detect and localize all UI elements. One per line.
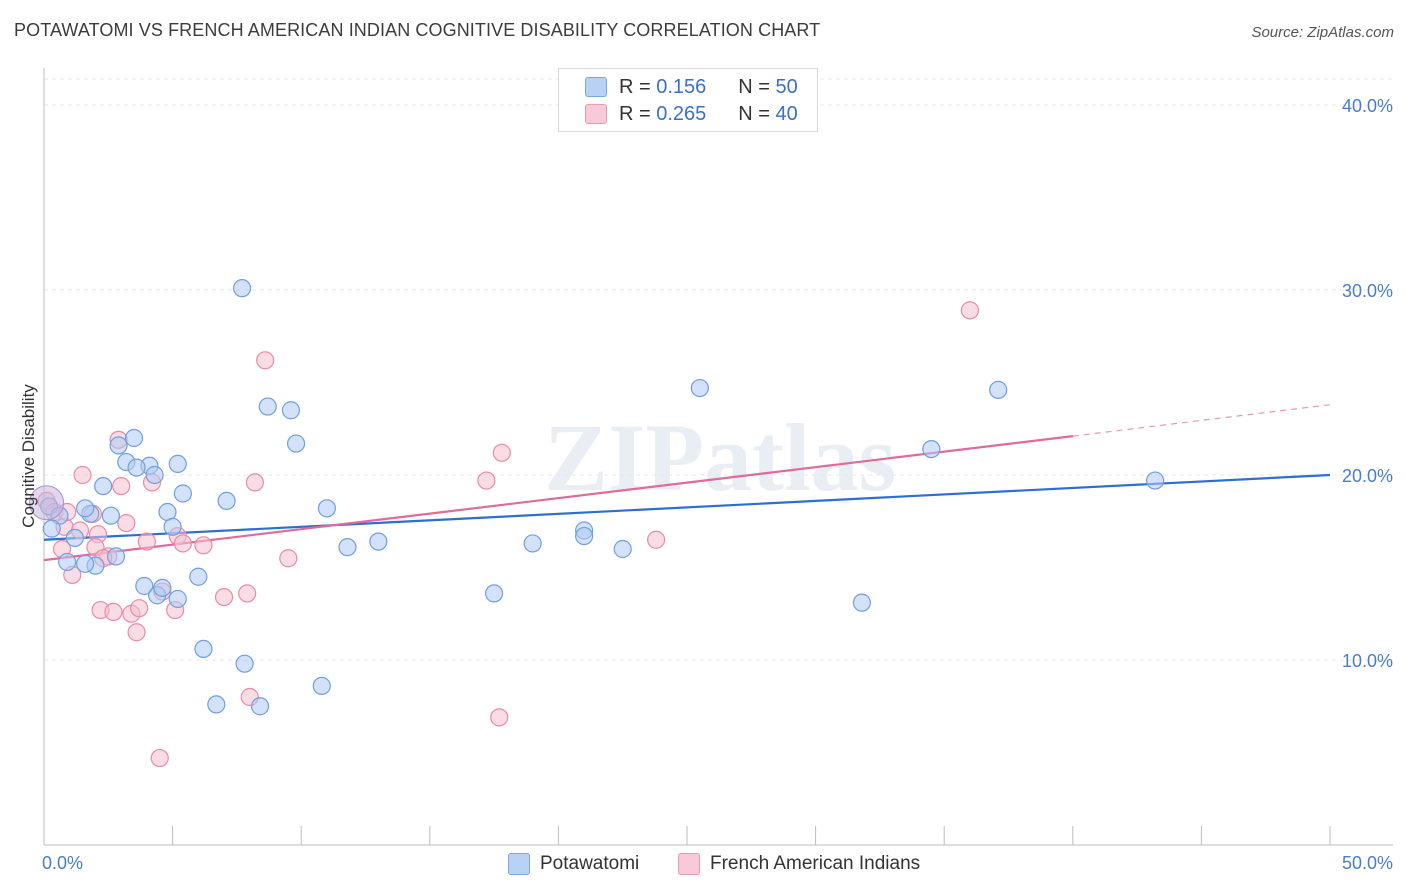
potawatomi-point [127, 458, 146, 477]
french-american-indians-point [492, 443, 511, 462]
blue-swatch [585, 77, 607, 97]
potawatomi-point [235, 654, 254, 673]
correlation-legend: R = 0.156 N = 50 R = 0.265 N = 40 [558, 68, 818, 132]
french-american-indians-point [104, 602, 123, 622]
legend-row-french-american-indians: R = 0.265 N = 40 [585, 101, 798, 127]
potawatomi-point [613, 539, 632, 559]
french-american-indians-point [137, 532, 156, 551]
potawatomi-point [168, 454, 187, 473]
n-value-french: 40 [775, 102, 798, 125]
potawatomi-point [76, 499, 95, 518]
potawatomi-point [217, 491, 236, 510]
r-value-potawatomi: 0.156 [656, 75, 707, 98]
french-american-indians-point [245, 473, 265, 492]
x-tick-label-max: 50.0% [1342, 853, 1393, 873]
french-american-indians-point [112, 477, 131, 496]
source-label: Source: ZipAtlas.com [1251, 24, 1394, 41]
y-tick-label: 30.0% [1342, 281, 1393, 301]
bottom-legend-label: French American Indians [710, 853, 921, 874]
potawatomi-point [135, 576, 154, 596]
potawatomi-point [173, 484, 192, 503]
potawatomi-point [232, 279, 252, 298]
potawatomi-point [989, 380, 1008, 399]
potawatomi-trendline [43, 473, 1331, 541]
potawatomi-point [286, 434, 306, 453]
potawatomi-point [153, 578, 172, 597]
potawatomi-point [575, 526, 594, 546]
y-tick-label: 40.0% [1342, 96, 1393, 116]
potawatomi-point [194, 639, 213, 659]
pink-swatch [678, 853, 700, 875]
french-trendline [43, 435, 1073, 562]
y-tick-label: 20.0% [1342, 466, 1393, 486]
french-american-indians-point [150, 748, 169, 768]
bottom-legend-potawatomi: Potawatomi [508, 850, 639, 878]
potawatomi-point [163, 517, 182, 536]
potawatomi-point [42, 519, 61, 538]
french-american-indians-point [647, 530, 666, 549]
potawatomi-point [65, 528, 84, 548]
potawatomi-point [101, 506, 120, 525]
bottom-legend-french: French American Indians [678, 850, 920, 878]
french-american-indians-point [173, 534, 192, 553]
potawatomi-point [338, 538, 357, 557]
potawatomi-point [109, 436, 128, 455]
r-label: R = [619, 102, 651, 125]
watermark: ZIPatlas [544, 404, 896, 511]
potawatomi-point [258, 397, 277, 416]
potawatomi-point [145, 465, 164, 485]
potawatomi-point [94, 477, 113, 496]
potawatomi-point [852, 593, 871, 612]
potawatomi-point [690, 378, 709, 398]
potawatomi-point [922, 440, 941, 459]
x-tick-label-min: 0.0% [42, 853, 83, 873]
french-american-indians-point [477, 471, 496, 490]
french-american-indians-point [194, 536, 213, 555]
pink-swatch [585, 104, 607, 124]
potawatomi-point [281, 401, 301, 420]
potawatomi-point [485, 584, 504, 603]
french-american-indians-point [238, 584, 257, 603]
potawatomi-point [250, 697, 270, 716]
potawatomi-point [369, 532, 388, 551]
french-american-indians-point [73, 465, 92, 485]
potawatomi-point [58, 552, 77, 572]
french-american-indians-point [117, 513, 136, 533]
french-american-indians-point [256, 351, 275, 370]
french-american-indians-point [214, 587, 234, 607]
potawatomi-point [312, 676, 331, 696]
potawatomi-point [207, 695, 226, 714]
french-american-indians-point [490, 708, 509, 727]
bottom-legend-label: Potawatomi [540, 853, 640, 874]
legend-row-potawatomi: R = 0.156 N = 50 [585, 74, 798, 100]
cluster-point [29, 485, 65, 521]
r-label: R = [619, 75, 651, 98]
chart-title: POTAWATOMI VS FRENCH AMERICAN INDIAN COG… [14, 20, 821, 40]
y-axis-label: Cognitive Disability [19, 384, 38, 528]
french-american-indians-point [279, 549, 298, 568]
potawatomi-point [168, 589, 187, 609]
potawatomi-point [1146, 471, 1165, 490]
n-label: N = [738, 75, 770, 98]
potawatomi-point [189, 567, 208, 586]
n-value-potawatomi: 50 [775, 75, 798, 98]
potawatomi-point [317, 499, 337, 518]
french-american-indians-point [127, 623, 146, 642]
n-label: N = [738, 102, 770, 125]
french-american-indians-point [130, 599, 149, 618]
blue-swatch [508, 853, 530, 875]
potawatomi-point [106, 547, 126, 566]
potawatomi-point [124, 428, 144, 448]
potawatomi-point [523, 534, 542, 553]
r-value-french: 0.265 [656, 102, 707, 125]
french-trendline-extension [1072, 404, 1331, 437]
y-tick-label: 10.0% [1342, 651, 1393, 671]
potawatomi-point [76, 554, 95, 573]
french-american-indians-point [960, 301, 980, 320]
